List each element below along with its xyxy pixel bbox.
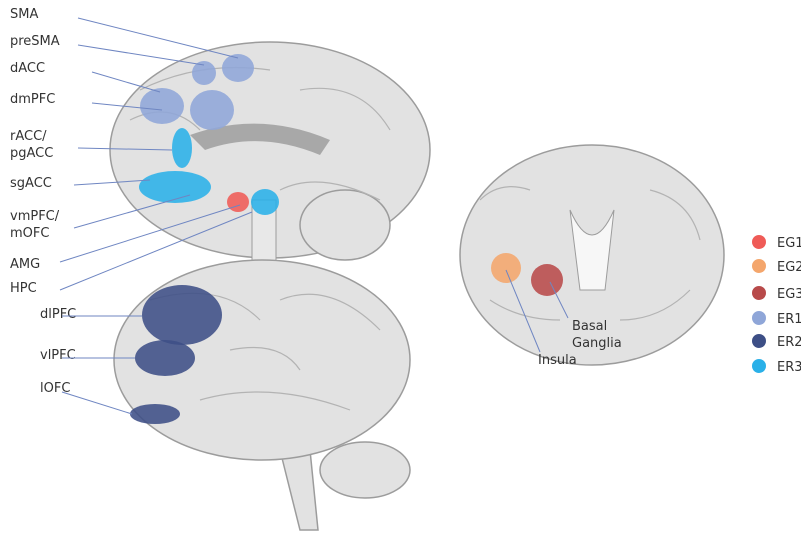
label-line: vlPFC xyxy=(40,348,76,363)
label-line: Ganglia xyxy=(572,336,622,351)
ventricles xyxy=(569,209,615,291)
region-blob xyxy=(227,192,249,212)
leader-line xyxy=(77,44,205,66)
region-label: lOFC xyxy=(40,381,70,396)
legend-label: EG3 xyxy=(777,287,801,302)
brain-drawings xyxy=(109,41,725,531)
legend-label: EG1 xyxy=(777,236,801,251)
region-label: rACC/pgACC xyxy=(10,129,53,161)
legend-swatch xyxy=(752,259,766,273)
label-line: preSMA xyxy=(10,34,60,49)
label-line: mOFC xyxy=(10,226,49,241)
region-label: AMG xyxy=(10,257,40,272)
cerebellum xyxy=(299,189,391,261)
label-line: rACC/ xyxy=(10,129,47,144)
legend-label: ER3 xyxy=(777,360,801,375)
label-line: Insula xyxy=(538,353,577,368)
leader-line xyxy=(77,147,173,151)
label-line: dmPFC xyxy=(10,92,55,107)
leader-line xyxy=(91,102,163,111)
legend-swatch xyxy=(752,286,766,300)
label-line: dlPFC xyxy=(40,307,76,322)
region-blob xyxy=(190,90,234,130)
region-label: preSMA xyxy=(10,34,60,49)
region-label: Insula xyxy=(538,353,577,368)
leader-line xyxy=(59,204,241,263)
legend-swatch xyxy=(752,334,766,348)
region-label: Basal Ganglia xyxy=(572,319,622,351)
coronal-gyri xyxy=(479,186,701,321)
lateral-cerebellum xyxy=(319,441,411,499)
region-blob xyxy=(140,88,184,124)
leader-line xyxy=(549,281,569,319)
label-line: Basal xyxy=(572,319,607,334)
region-label: HPC xyxy=(10,281,37,296)
region-blob xyxy=(172,128,192,168)
label-line: sgACC xyxy=(10,176,52,191)
region-blob xyxy=(531,264,563,296)
region-label: dACC xyxy=(10,61,45,76)
leader-line xyxy=(61,391,133,415)
label-line: lOFC xyxy=(40,381,70,396)
leader-line xyxy=(73,194,191,229)
label-line: pgACC xyxy=(10,146,53,161)
legend-label: EG2 xyxy=(777,260,801,275)
label-line: SMA xyxy=(10,7,38,22)
lateral-stem xyxy=(279,449,319,531)
region-label: dmPFC xyxy=(10,92,55,107)
label-line: HPC xyxy=(10,281,37,296)
region-label: SMA xyxy=(10,7,38,22)
leader-line xyxy=(59,211,253,291)
region-blob xyxy=(130,404,180,424)
region-label: sgACC xyxy=(10,176,52,191)
region-label: vmPFC/mOFC xyxy=(10,209,60,241)
label-line: AMG xyxy=(10,257,40,272)
region-label: vlPFC xyxy=(40,348,76,363)
legend-label: ER1 xyxy=(777,312,801,327)
legend-label: ER2 xyxy=(777,335,801,350)
legend-swatch xyxy=(752,311,766,325)
region-blob xyxy=(139,171,211,203)
lateral-gyri xyxy=(149,292,381,411)
region-blob xyxy=(251,189,279,215)
leader-line xyxy=(91,71,161,93)
label-line: dACC xyxy=(10,61,45,76)
region-blob xyxy=(222,54,254,82)
region-blob xyxy=(142,285,222,345)
leader-line xyxy=(77,17,239,59)
region-label: dlPFC xyxy=(40,307,76,322)
region-blob xyxy=(192,61,216,85)
corpus-callosum xyxy=(190,123,330,155)
legend-swatch xyxy=(752,359,766,373)
leader-line xyxy=(73,179,151,186)
region-blob xyxy=(135,340,195,376)
label-line: vmPFC/ xyxy=(10,209,60,224)
region-blob xyxy=(491,253,521,283)
leader-line xyxy=(505,269,541,353)
legend-swatch xyxy=(752,235,766,249)
